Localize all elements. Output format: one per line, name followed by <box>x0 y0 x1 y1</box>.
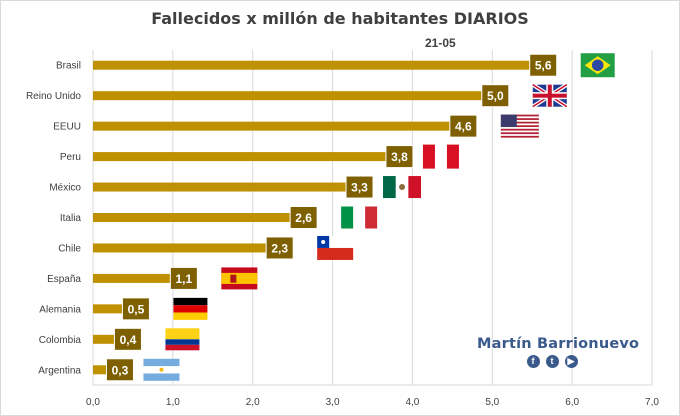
value-label-box <box>121 297 150 321</box>
value-label: 2,6 <box>295 211 312 225</box>
x-tick-label: 3,0 <box>326 397 340 408</box>
peru-flag-icon <box>422 144 459 169</box>
bar <box>93 121 461 131</box>
bar <box>93 152 397 162</box>
bar <box>93 304 133 314</box>
x-tick-label: 5,0 <box>485 397 499 408</box>
value-label-box <box>265 236 294 260</box>
value-label-box <box>345 175 374 199</box>
value-label: 0,4 <box>120 333 137 347</box>
value-label: 4,6 <box>455 120 472 134</box>
category-label: Brasil <box>56 61 81 72</box>
x-tick-label: 1,0 <box>166 397 180 408</box>
value-label-box <box>289 206 318 229</box>
x-tick-label: 4,0 <box>405 397 419 408</box>
value-label: 5,0 <box>487 89 504 103</box>
value-label: 5,6 <box>535 59 552 73</box>
category-label: Colombia <box>39 335 82 346</box>
twitter-icon: t <box>545 355 559 368</box>
brazil-flag-icon <box>580 53 615 78</box>
value-label: 0,3 <box>112 363 129 377</box>
value-label: 3,3 <box>351 181 368 195</box>
author-name: Martín Barrionuevo <box>477 336 640 352</box>
youtube-icon: ▶ <box>564 355 578 368</box>
chart-subtitle: 21-05 <box>425 36 456 50</box>
value-label: 1,1 <box>175 272 192 286</box>
category-label: Alemania <box>39 304 81 315</box>
bar <box>93 334 125 344</box>
value-label: 3,8 <box>391 150 408 164</box>
value-label-box <box>105 358 134 382</box>
facebook-icon: f <box>526 355 540 368</box>
mexico-flag-icon <box>383 176 422 199</box>
argentina-flag-icon <box>143 358 180 381</box>
value-label: 2,3 <box>271 241 288 255</box>
category-label: Peru <box>60 152 81 163</box>
x-tick-label: 7,0 <box>645 397 659 408</box>
value-label-box <box>449 114 478 138</box>
united-kingdom-flag-icon <box>531 83 568 109</box>
value-label-box <box>481 84 510 108</box>
bar <box>93 273 181 283</box>
x-tick-label: 2,0 <box>246 397 260 408</box>
colombia-flag-icon <box>165 328 200 351</box>
category-label: Argentina <box>38 365 81 376</box>
bar <box>93 60 541 70</box>
category-label: España <box>47 274 81 285</box>
value-label-box <box>529 53 558 77</box>
category-label: Italia <box>60 213 82 224</box>
value-label-box <box>169 266 198 290</box>
bar <box>93 182 357 192</box>
chile-flag-icon <box>317 235 354 260</box>
bar <box>93 243 277 253</box>
category-label: México <box>49 183 81 194</box>
x-tick-label: 6,0 <box>565 397 579 408</box>
social-icons: f t ▶ <box>477 355 627 368</box>
value-label-box <box>385 145 414 169</box>
x-tick-label: 0,0 <box>86 397 100 408</box>
bar <box>93 213 301 222</box>
bar <box>93 91 493 101</box>
chart-title: Fallecidos x millón de habitantes DIARIO… <box>151 9 529 28</box>
category-label: EEUU <box>53 122 81 133</box>
author-watermark: Martín Barrionuevo f t ▶ <box>477 336 640 368</box>
italy-flag-icon <box>341 206 378 229</box>
value-label: 0,5 <box>128 302 145 316</box>
value-label-box <box>113 327 142 351</box>
united-states-flag-icon <box>500 114 539 138</box>
germany-flag-icon <box>173 297 208 320</box>
spain-flag-icon <box>221 267 258 290</box>
category-label: Reino Unido <box>26 91 81 102</box>
bar <box>93 365 117 375</box>
category-label: Chile <box>58 243 81 254</box>
